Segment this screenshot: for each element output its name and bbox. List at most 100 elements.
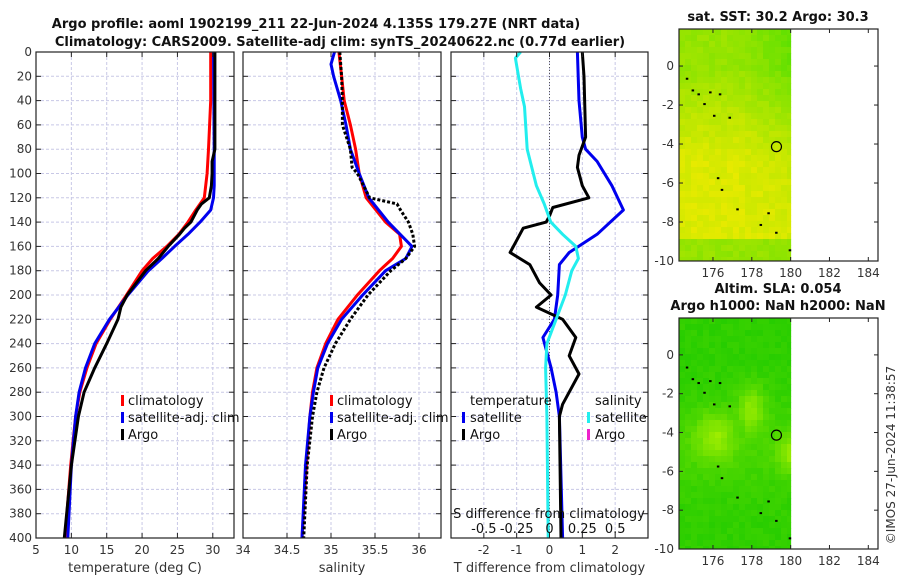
heatmap-cell bbox=[709, 203, 716, 210]
heatmap-cell bbox=[697, 185, 704, 192]
x-tick-label: 184 bbox=[857, 554, 880, 568]
heatmap-cell bbox=[721, 342, 728, 349]
heatmap-cell bbox=[691, 59, 698, 66]
heatmap-cell bbox=[769, 143, 776, 150]
heatmap-cell bbox=[739, 348, 746, 355]
heatmap-cell bbox=[775, 546, 782, 550]
heatmap-cell bbox=[775, 83, 782, 90]
heatmap-cell bbox=[679, 185, 686, 192]
heatmap-cell bbox=[781, 65, 788, 72]
heatmap-cell bbox=[757, 372, 764, 379]
heatmap-cell bbox=[721, 221, 728, 228]
x-tick-label: -1 bbox=[511, 543, 523, 557]
heatmap-cell bbox=[715, 504, 722, 511]
heatmap-cell bbox=[757, 456, 764, 463]
heatmap-cell bbox=[763, 167, 770, 174]
heatmap-cell bbox=[715, 378, 722, 385]
heatmap-cell bbox=[697, 65, 704, 72]
heatmap-cell bbox=[721, 540, 728, 547]
heatmap-cell bbox=[763, 498, 770, 505]
heatmap-cell bbox=[769, 444, 776, 451]
heatmap-cell bbox=[697, 191, 704, 198]
heatmap-cell bbox=[739, 245, 746, 252]
heatmap-cell bbox=[763, 402, 770, 409]
heatmap-cell bbox=[691, 480, 698, 487]
heatmap-cell bbox=[715, 161, 722, 168]
heatmap-cell bbox=[679, 534, 686, 541]
heatmap-cell bbox=[775, 402, 782, 409]
heatmap-cell bbox=[715, 257, 722, 262]
x-tick-label: 182 bbox=[818, 554, 841, 568]
series-line-argo bbox=[62, 52, 217, 539]
heatmap-cell bbox=[685, 89, 692, 96]
heatmap-cell bbox=[691, 125, 698, 132]
heatmap-cell bbox=[787, 402, 792, 409]
heatmap-cell bbox=[733, 125, 740, 132]
heatmap-cell bbox=[751, 125, 758, 132]
heatmap-cell bbox=[691, 414, 698, 421]
heatmap-cell bbox=[703, 468, 710, 475]
heatmap-cell bbox=[775, 209, 782, 216]
heatmap-cell bbox=[703, 215, 710, 222]
heatmap-cell bbox=[775, 131, 782, 138]
heatmap-cell bbox=[691, 438, 698, 445]
heatmap-cell bbox=[787, 534, 792, 541]
heatmap-cell bbox=[697, 155, 704, 162]
heatmap-cell bbox=[727, 408, 734, 415]
heatmap-cell bbox=[763, 233, 770, 240]
heatmap-cell bbox=[775, 215, 782, 222]
heatmap-cell bbox=[739, 209, 746, 216]
heatmap-cell bbox=[709, 143, 716, 150]
heatmap-cell bbox=[781, 378, 788, 385]
heatmap-cell bbox=[787, 119, 792, 126]
heatmap-cell bbox=[727, 498, 734, 505]
heatmap-cell bbox=[691, 456, 698, 463]
heatmap-cell bbox=[775, 179, 782, 186]
heatmap-cell bbox=[745, 360, 752, 367]
heatmap-cell bbox=[727, 516, 734, 523]
heatmap-cell bbox=[769, 137, 776, 144]
heatmap-cell bbox=[685, 450, 692, 457]
heatmap-cell bbox=[781, 372, 788, 379]
heatmap-cell bbox=[691, 540, 698, 547]
heatmap-cell bbox=[787, 53, 792, 60]
heatmap-cell bbox=[787, 197, 792, 204]
heatmap-cell bbox=[775, 318, 782, 325]
heatmap-cell bbox=[763, 372, 770, 379]
heatmap-cell bbox=[733, 35, 740, 42]
heatmap-cell bbox=[763, 522, 770, 529]
heatmap-cell bbox=[757, 516, 764, 523]
heatmap-cell bbox=[763, 131, 770, 138]
heatmap-cell bbox=[769, 47, 776, 54]
heatmap-cell bbox=[691, 516, 698, 523]
heatmap-cell bbox=[745, 143, 752, 150]
heatmap-cell bbox=[781, 414, 788, 421]
heatmap-cell bbox=[679, 239, 686, 246]
heatmap-cell bbox=[691, 185, 698, 192]
heatmap-cell bbox=[781, 149, 788, 156]
heatmap-cell bbox=[715, 402, 722, 409]
heatmap-cell bbox=[709, 221, 716, 228]
heatmap-cell bbox=[787, 143, 792, 150]
heatmap-cells bbox=[679, 318, 792, 550]
heatmap-cell bbox=[697, 215, 704, 222]
heatmap-cell bbox=[721, 53, 728, 60]
heatmap-cell bbox=[781, 203, 788, 210]
heatmap-cell bbox=[691, 408, 698, 415]
heatmap-cell bbox=[703, 131, 710, 138]
heatmap-cell bbox=[733, 372, 740, 379]
heatmap-cell bbox=[727, 77, 734, 84]
heatmap-cell bbox=[733, 137, 740, 144]
heatmap-cell bbox=[787, 504, 792, 511]
heatmap-cell bbox=[727, 414, 734, 421]
y-tick-label: -2 bbox=[662, 98, 674, 112]
heatmap-cell bbox=[679, 456, 686, 463]
heatmap-cell bbox=[715, 77, 722, 84]
heatmap-cell bbox=[709, 113, 716, 120]
heatmap-cell bbox=[703, 119, 710, 126]
heatmap-cell bbox=[781, 71, 788, 78]
heatmap-cell bbox=[769, 522, 776, 529]
heatmap-cell bbox=[745, 366, 752, 373]
heatmap-cell bbox=[757, 408, 764, 415]
heatmap-cell bbox=[709, 167, 716, 174]
